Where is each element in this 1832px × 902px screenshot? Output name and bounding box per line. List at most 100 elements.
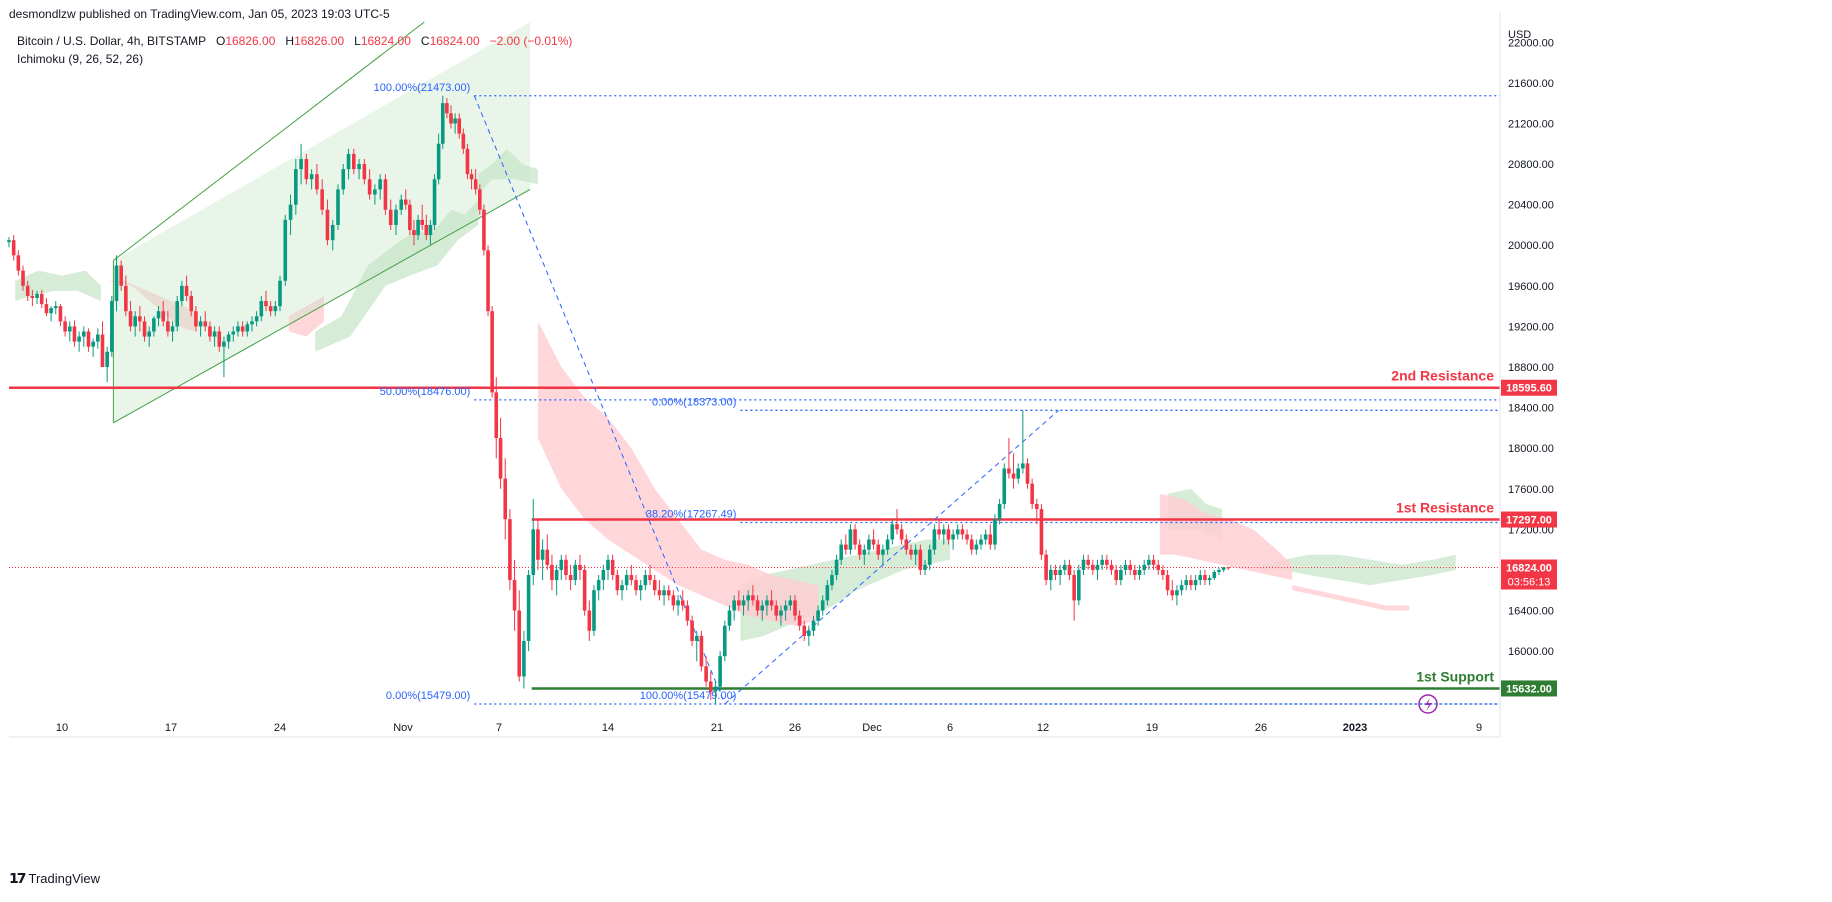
candle-62	[299, 143, 303, 185]
candle-body	[383, 179, 388, 210]
candle-body	[1025, 463, 1030, 484]
candle-body	[278, 280, 282, 307]
candlesticks	[7, 95, 1231, 704]
candle-body	[923, 564, 927, 570]
candle-139	[657, 580, 662, 601]
level-labels: 2nd Resistance 18595.60 1st Resistance 1729…	[1391, 368, 1557, 697]
candle-body	[853, 529, 857, 545]
candle-body	[1048, 569, 1053, 581]
candle-body	[67, 326, 72, 332]
candle-93	[449, 105, 453, 129]
candle-41	[198, 316, 203, 337]
candle-3	[21, 265, 25, 291]
candle-body	[550, 564, 554, 581]
candle-body	[1156, 564, 1161, 570]
candle-body	[170, 326, 175, 332]
candle-151	[713, 681, 718, 704]
candle-body	[522, 640, 526, 677]
candle-63	[304, 153, 309, 185]
candle-146	[690, 615, 694, 647]
candle-body	[1212, 571, 1217, 579]
candle-body	[788, 600, 793, 606]
candle-body	[946, 529, 951, 540]
candle-body	[699, 635, 704, 667]
candle-body	[1193, 580, 1198, 586]
x-tick-label-4: 7	[496, 722, 502, 734]
y-tick-label-0: 16000.00	[1508, 646, 1554, 658]
candle-27	[133, 311, 137, 337]
indicator-legend[interactable]: Ichimoku (9, 26, 52, 26)	[17, 52, 144, 66]
candle-body	[408, 204, 412, 231]
y-tick-label-5: 18400.00	[1508, 403, 1554, 415]
candle-229	[1077, 564, 1081, 606]
tradingview-brand[interactable]: 𝟭𝟳 TradingView	[9, 870, 100, 887]
candle-260	[1221, 566, 1226, 572]
candle-body	[189, 295, 194, 312]
candle-body	[983, 534, 988, 540]
candle-body	[58, 306, 63, 322]
candle-body	[545, 549, 550, 565]
candle-body	[330, 224, 335, 241]
candle-body	[876, 544, 881, 555]
candle-244	[1147, 554, 1151, 570]
candle-body	[1161, 569, 1165, 576]
x-tick-label-8: Dec	[862, 722, 882, 734]
candle-141	[666, 585, 671, 601]
candle-body	[420, 219, 424, 225]
candle-body	[1011, 473, 1016, 479]
candle-body	[704, 666, 708, 682]
candle-body	[245, 324, 250, 332]
candle-238	[1119, 564, 1123, 586]
low-label: L	[354, 34, 361, 48]
level-price-label-0: 18595.60	[1506, 383, 1552, 395]
candle-129	[610, 554, 615, 581]
candle-body	[587, 610, 592, 631]
candle-196	[923, 559, 927, 576]
candle-230	[1081, 554, 1086, 576]
candle-body	[857, 544, 862, 555]
candle-233	[1095, 559, 1100, 581]
candle-96	[461, 128, 466, 154]
x-tick-label-14: 9	[1476, 722, 1482, 734]
candle-body	[105, 351, 109, 367]
candle-199	[937, 519, 941, 540]
candle-251	[1179, 580, 1184, 596]
candle-184	[867, 534, 871, 555]
candle-body	[352, 153, 356, 170]
candle-body	[1105, 559, 1109, 565]
candle-22	[110, 295, 114, 357]
candle-body	[564, 559, 568, 576]
candle-65	[315, 164, 319, 195]
candle-116	[550, 554, 554, 591]
candle-2	[16, 250, 21, 276]
realtime-lightning-icon[interactable]	[1418, 694, 1438, 714]
candle-161	[760, 600, 765, 621]
candle-235	[1105, 554, 1109, 570]
candle-body	[890, 524, 895, 540]
candle-237	[1114, 564, 1118, 586]
candle-37	[180, 280, 184, 307]
candle-243	[1142, 559, 1147, 576]
candle-body	[899, 529, 904, 540]
candle-182	[857, 539, 862, 560]
candle-body	[336, 189, 340, 225]
candle-210	[988, 524, 993, 550]
candle-40	[194, 306, 198, 332]
candle-body	[904, 539, 909, 550]
level-price-tag-0	[1501, 379, 1557, 396]
candle-15	[77, 331, 81, 352]
candle-257	[1207, 575, 1212, 586]
candle-171	[807, 625, 811, 647]
candle-body	[357, 164, 361, 170]
candle-256	[1203, 569, 1207, 586]
candle-body	[531, 529, 536, 576]
candle-body	[412, 230, 416, 236]
candle-body	[606, 559, 610, 570]
candle-52	[250, 316, 254, 332]
candle-body	[1035, 503, 1039, 510]
candle-body	[1002, 468, 1007, 504]
candle-body	[797, 615, 802, 626]
candle-254	[1193, 575, 1198, 591]
candle-73	[357, 158, 361, 180]
